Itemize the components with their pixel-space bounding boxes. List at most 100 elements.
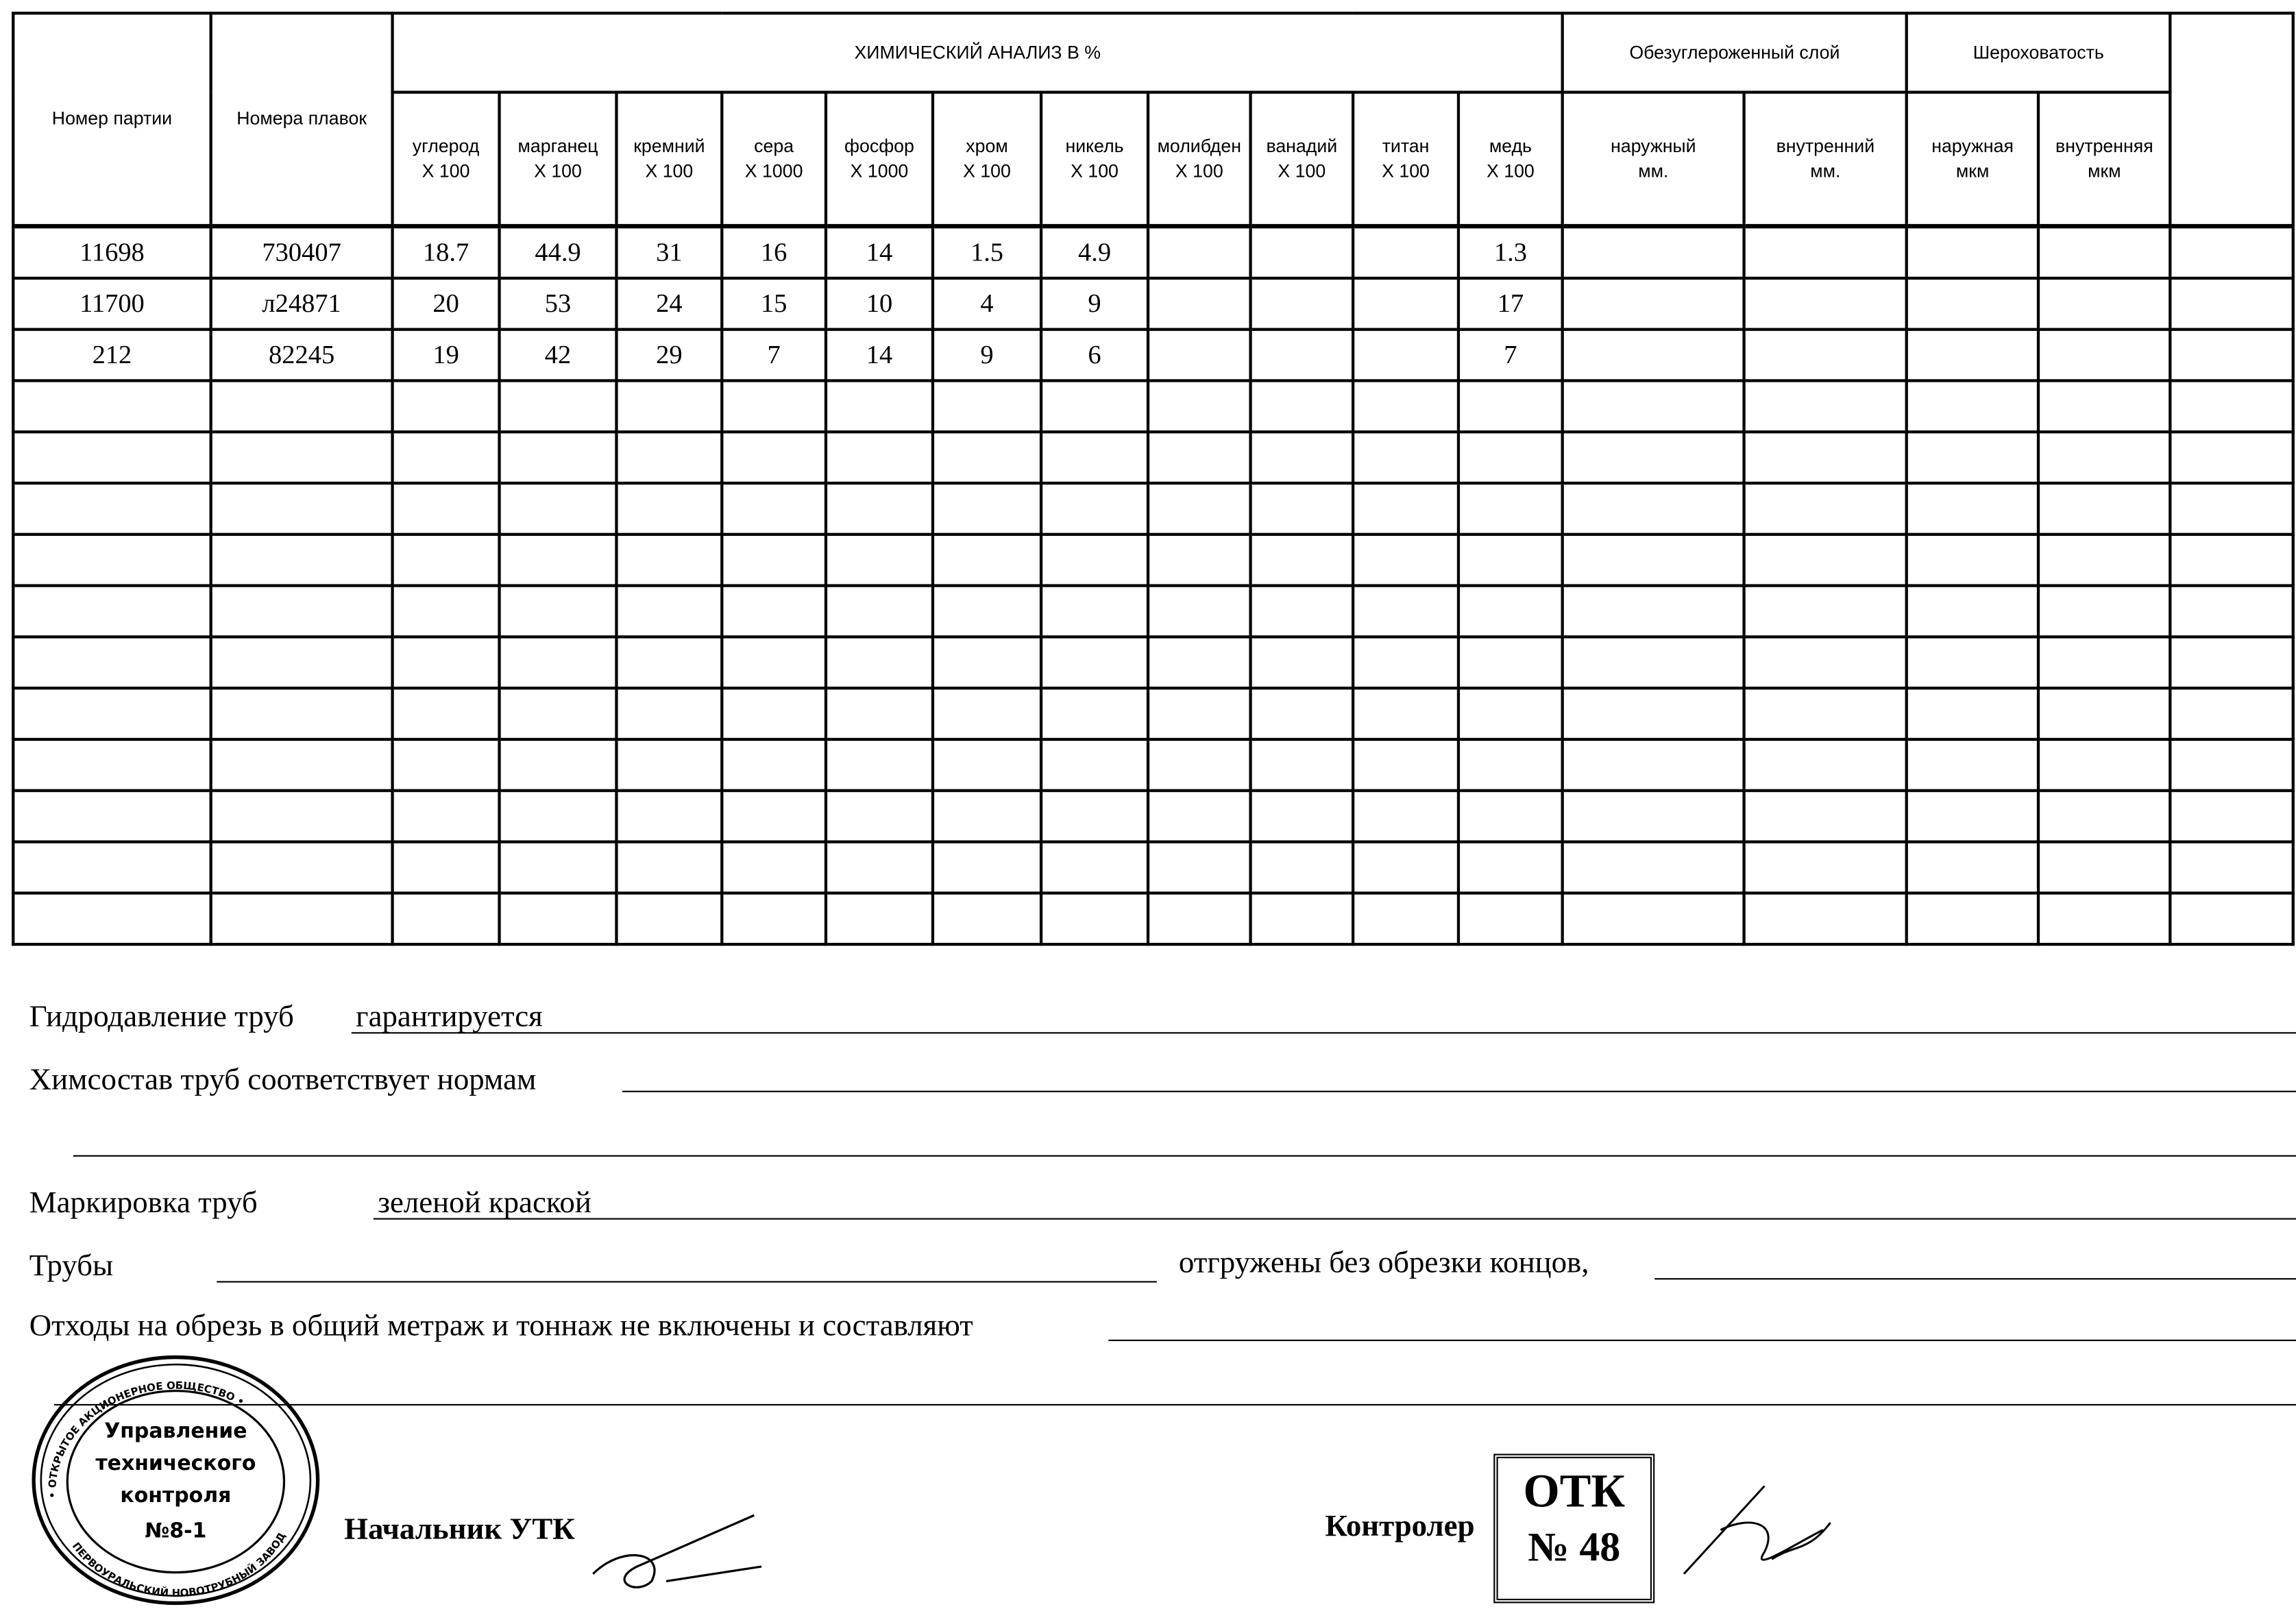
table-cell [498, 840, 618, 895]
table-cell: 9 [931, 328, 1043, 382]
header-label: фосфор [844, 135, 914, 156]
table-cell [1146, 584, 1252, 639]
table-cell [209, 481, 394, 536]
header-decarburized-layer: Обезуглероженный слой [1561, 12, 1909, 94]
shipped-line [1654, 1278, 2296, 1280]
table-cell [391, 532, 501, 587]
chem-label: Химсостав труб соответствует нормам [29, 1061, 537, 1097]
header-unit: Х 100 [1175, 160, 1223, 181]
table-cell [12, 430, 212, 485]
chem-line-2 [73, 1155, 2296, 1157]
table-cell [1742, 840, 1909, 895]
table-cell [498, 430, 618, 485]
table-cell [615, 430, 724, 485]
table-cell [931, 737, 1043, 792]
table-cell [1561, 532, 1746, 587]
table-cell [1742, 481, 1909, 536]
table-cell [720, 687, 828, 741]
table-cell [2037, 584, 2172, 639]
table-row [12, 430, 2295, 485]
header-unit: Х 100 [645, 160, 694, 181]
header-chem-5: хром Х 100 [931, 90, 1043, 228]
table-cell: 82245 [209, 328, 394, 382]
table-cell [1351, 328, 1461, 382]
table-cell [498, 635, 618, 690]
otk-stamp-line1: ОТК [1523, 1464, 1625, 1517]
table-cell [1249, 737, 1355, 792]
table-row [12, 892, 2295, 946]
table-cell [1742, 223, 1909, 280]
table-cell [391, 430, 501, 485]
header-unit: Х 100 [422, 160, 470, 181]
table-cell [1561, 430, 1746, 485]
table-row [12, 687, 2295, 741]
table-cell [391, 789, 501, 844]
table-cell: 10 [824, 276, 935, 331]
table-cell [824, 737, 935, 792]
table-cell [1561, 635, 1746, 690]
table-cell [824, 532, 935, 587]
table-cell [209, 584, 394, 639]
table-cell [615, 635, 724, 690]
header-chemical-analysis: ХИМИЧЕСКИЙ АНАЛИЗ В % [391, 12, 1564, 94]
hydro-line [351, 1032, 2296, 1034]
table-cell [1146, 789, 1252, 844]
table-cell [498, 481, 618, 536]
table-cell [615, 481, 724, 536]
table-cell [1905, 276, 2040, 331]
table-cell [824, 481, 935, 536]
marking-label: Маркировка труб [29, 1184, 258, 1220]
header-roughness: Шероховатость [1905, 12, 2172, 94]
table-cell [1146, 328, 1252, 382]
table-cell [2169, 737, 2295, 792]
header-label: ванадий [1266, 135, 1338, 156]
header-unit: Х 1000 [744, 160, 803, 181]
table-cell [391, 481, 501, 536]
table-cell [1742, 276, 1909, 331]
table-cell [2037, 635, 2172, 690]
table-cell [1456, 532, 1564, 587]
table-cell [720, 481, 828, 536]
chemical-analysis-table: Номер партии Номера плавок ХИМИЧЕСКИЙ АН… [12, 12, 2295, 946]
table-cell [1456, 687, 1564, 741]
table-cell [1351, 430, 1461, 485]
pipes-line [217, 1281, 1157, 1283]
table-cell [1146, 532, 1252, 587]
header-chem-0: углерод Х 100 [391, 90, 501, 228]
table-cell [1561, 379, 1746, 434]
shipped-label: отгружены без обрезки концов, [1178, 1244, 1589, 1280]
table-cell [1039, 635, 1150, 690]
header-label: внутренний [1776, 135, 1875, 156]
table-cell [615, 789, 724, 844]
table-cell [1905, 223, 2040, 280]
table-cell [931, 584, 1043, 639]
table-cell [2037, 737, 2172, 792]
table-cell [824, 379, 935, 434]
table-cell [1456, 635, 1564, 690]
table-cell [391, 379, 501, 434]
header-chem-8: ванадий Х 100 [1249, 90, 1355, 228]
table-row [12, 840, 2295, 895]
table-cell [2037, 892, 2172, 946]
header-batch: Номер партии [12, 12, 212, 228]
table-cell: л24871 [209, 276, 394, 331]
table-cell [1561, 789, 1746, 844]
header-unit: Х 100 [1486, 160, 1535, 181]
table-cell [1351, 481, 1461, 536]
table-cell: 24 [615, 276, 724, 331]
table-cell: 31 [615, 223, 724, 280]
header-chem-6: никель Х 100 [1039, 90, 1150, 228]
header-chem-9: титан Х 100 [1351, 90, 1461, 228]
table-cell [498, 687, 618, 741]
header-unit: мкм [1955, 160, 1990, 181]
table-cell [209, 789, 394, 844]
header-label: хром [966, 135, 1008, 156]
table-row [12, 379, 2295, 434]
header-unit: Х 100 [534, 160, 582, 181]
table-row: 11700 л24871 20 53 24 15 10 4 9 17 [12, 276, 2295, 331]
table-cell [824, 584, 935, 639]
table-cell [1561, 481, 1746, 536]
table-cell [1249, 223, 1355, 280]
table-cell [1249, 430, 1355, 485]
table-cell [615, 737, 724, 792]
